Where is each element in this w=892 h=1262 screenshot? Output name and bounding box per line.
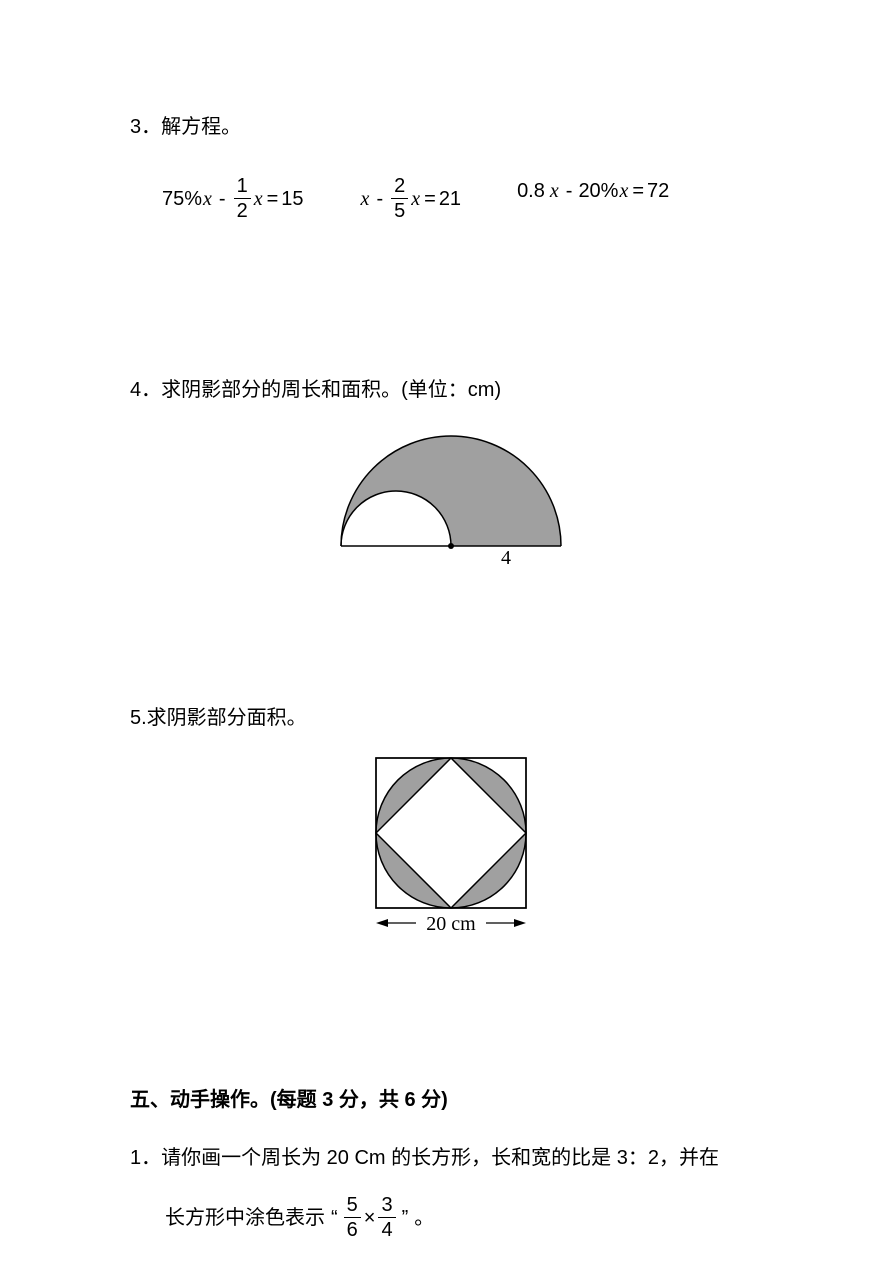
numerator: 2: [391, 174, 408, 198]
fraction-5-6: 5 6: [344, 1193, 361, 1242]
var-x: x: [411, 182, 420, 216]
heading-detail: (每题 3 分，共 6 分): [270, 1089, 448, 1111]
close-quote: ”: [402, 1201, 409, 1235]
coef2: 20%: [578, 174, 618, 208]
times-sign: ×: [364, 1201, 376, 1235]
coef: 0.8: [517, 174, 545, 208]
line2-pre: 长方形中涂色表示: [165, 1201, 325, 1235]
var-x: x: [254, 182, 263, 216]
numerator: 1: [234, 174, 251, 198]
arrow-left-icon: [376, 919, 388, 927]
section5-heading: 五、动手操作。(每题 3 分，共 6 分): [130, 1083, 772, 1117]
square-circle-diamond-diagram: 20 cm: [361, 753, 541, 953]
q3-eq-1: 75%x - 1 2 x = 15: [162, 174, 304, 223]
open-quote: “: [331, 1201, 338, 1235]
denominator: 2: [234, 198, 251, 223]
line2-post: 。: [414, 1201, 434, 1235]
rhs: 15: [281, 182, 303, 216]
coef: 75%: [162, 182, 202, 216]
denominator: 6: [344, 1217, 361, 1242]
q4-title: 4．求阴影部分的周长和面积。(单位：cm): [130, 373, 772, 407]
q3-equations-row: 75%x - 1 2 x = 15 x - 2 5 x = 21 0.8x - …: [162, 174, 772, 223]
heading-prefix: 五、动手操作。: [130, 1089, 270, 1111]
q5-title: 5.求阴影部分面积。: [130, 701, 772, 735]
section5-q1-line2: 长方形中涂色表示 “ 5 6 × 3 4 ” 。: [165, 1193, 772, 1242]
q3-eq-3: 0.8x - 20%x = 72: [517, 174, 669, 208]
q3-title: 3．解方程。: [130, 110, 772, 144]
section5-q1-line1: 1．请你画一个周长为 20 Cm 的长方形，长和宽的比是 3：2，并在: [130, 1141, 772, 1175]
equals: =: [632, 174, 644, 208]
q5-figure: 20 cm: [130, 753, 772, 953]
rhs: 21: [439, 182, 461, 216]
rhs: 72: [647, 174, 669, 208]
fraction-2-5: 2 5: [391, 174, 408, 223]
equals: =: [424, 182, 436, 216]
denominator: 4: [378, 1217, 395, 1242]
equals: =: [267, 182, 279, 216]
arrow-right-icon: [514, 919, 526, 927]
minus: -: [376, 182, 383, 216]
var-x: x: [203, 182, 212, 216]
q4-figure: 4: [130, 431, 772, 571]
var-x: x: [619, 174, 628, 208]
q3-eq-2: x - 2 5 x = 21: [360, 174, 462, 223]
minus: -: [219, 182, 226, 216]
numerator: 3: [378, 1193, 395, 1217]
dimension-label: 20 cm: [426, 913, 476, 935]
page-content: 3．解方程。 75%x - 1 2 x = 15 x - 2 5 x = 21 …: [0, 0, 892, 1242]
semicircle-diagram: 4: [321, 431, 581, 571]
fraction-1-2: 1 2: [234, 174, 251, 223]
radius-label: 4: [501, 547, 511, 569]
numerator: 5: [344, 1193, 361, 1217]
minus: -: [566, 174, 573, 208]
var-x: x: [550, 174, 559, 208]
shaded-region: [341, 436, 561, 546]
denominator: 5: [391, 198, 408, 223]
center-dot: [448, 543, 454, 549]
var-x: x: [361, 182, 370, 216]
fraction-3-4: 3 4: [378, 1193, 395, 1242]
